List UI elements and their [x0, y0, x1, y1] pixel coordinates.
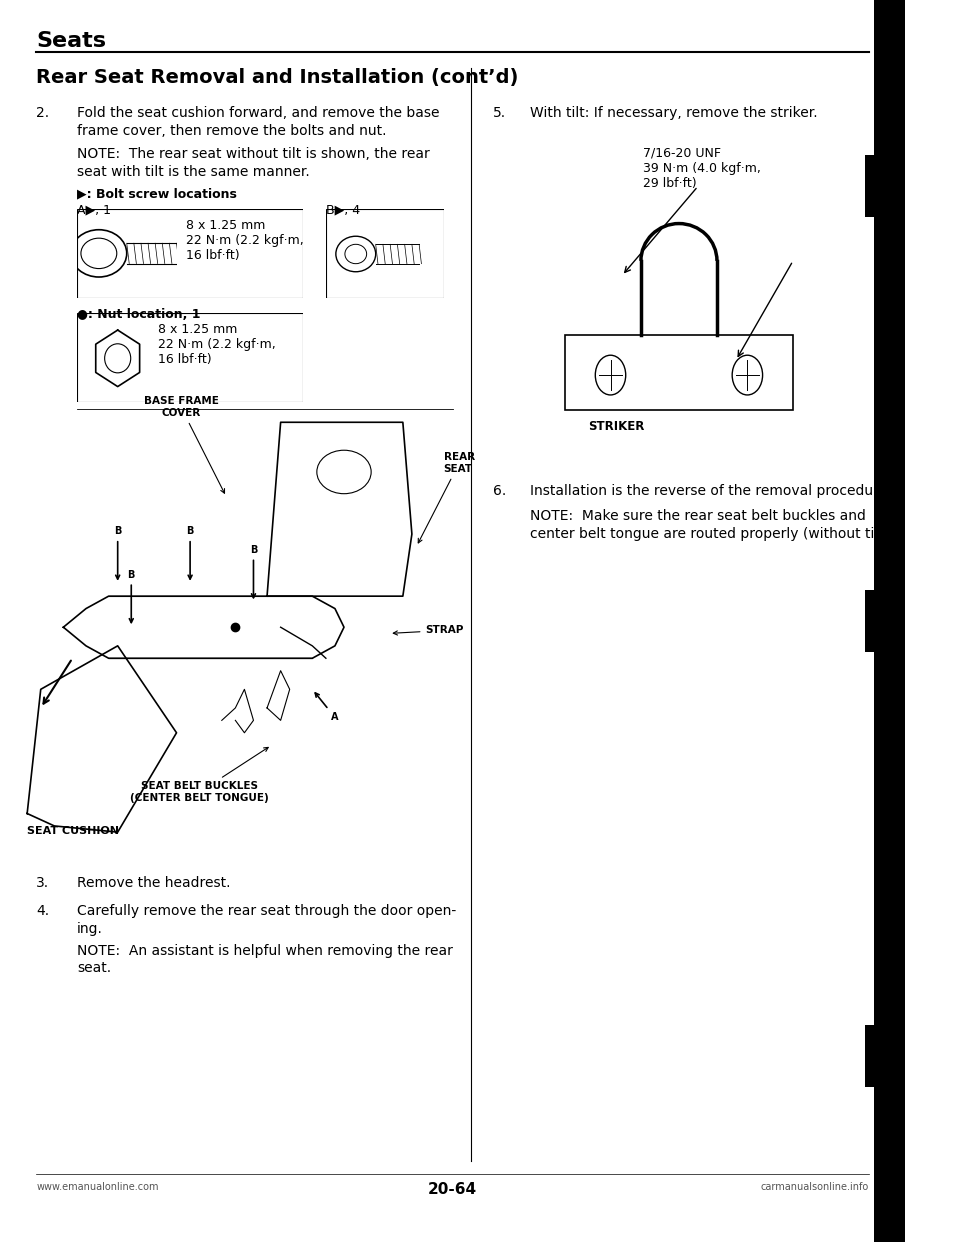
Text: Remove the headrest.: Remove the headrest. — [77, 876, 230, 889]
Text: STRIKER: STRIKER — [588, 420, 645, 432]
Text: Seats: Seats — [36, 31, 107, 51]
Text: Carefully remove the rear seat through the door open-: Carefully remove the rear seat through t… — [77, 904, 456, 918]
Text: STRAP: STRAP — [394, 626, 464, 636]
Text: frame cover, then remove the bolts and nut.: frame cover, then remove the bolts and n… — [77, 124, 387, 138]
Text: carmanualsonline.info: carmanualsonline.info — [760, 1182, 869, 1192]
Bar — [865, 155, 905, 217]
Text: 8 x 1.25 mm
22 N·m (2.2 kgf·m,
16 lbf·ft): 8 x 1.25 mm 22 N·m (2.2 kgf·m, 16 lbf·ft… — [185, 219, 303, 262]
Text: 8 x 1.25 mm
22 N·m (2.2 kgf·m,
16 lbf·ft): 8 x 1.25 mm 22 N·m (2.2 kgf·m, 16 lbf·ft… — [158, 323, 276, 366]
Text: B▶, 4: B▶, 4 — [325, 204, 360, 216]
Text: 2.: 2. — [36, 106, 49, 119]
Text: ▶: Bolt screw locations: ▶: Bolt screw locations — [77, 188, 237, 200]
Text: 6.: 6. — [493, 484, 507, 498]
Text: Rear Seat Removal and Installation (cont’d): Rear Seat Removal and Installation (cont… — [36, 68, 518, 87]
Text: With tilt: If necessary, remove the striker.: With tilt: If necessary, remove the stri… — [530, 106, 817, 119]
Text: Installation is the reverse of the removal procedure.: Installation is the reverse of the remov… — [530, 484, 891, 498]
Text: 4.: 4. — [36, 904, 49, 918]
Text: www.emanualonline.com: www.emanualonline.com — [36, 1182, 158, 1192]
Text: SEAT CUSHION: SEAT CUSHION — [27, 826, 119, 836]
Text: NOTE:  An assistant is helpful when removing the rear: NOTE: An assistant is helpful when remov… — [77, 944, 453, 958]
Text: 7/16-20 UNF
39 N·m (4.0 kgf·m,
29 lbf·ft): 7/16-20 UNF 39 N·m (4.0 kgf·m, 29 lbf·ft… — [643, 147, 760, 190]
Text: 20-64: 20-64 — [428, 1182, 477, 1197]
Text: NOTE:  The rear seat without tilt is shown, the rear: NOTE: The rear seat without tilt is show… — [77, 147, 430, 160]
Text: REAR
SEAT: REAR SEAT — [419, 452, 474, 543]
Text: NOTE:  Make sure the rear seat belt buckles and: NOTE: Make sure the rear seat belt buckl… — [530, 509, 866, 523]
Text: BASE FRAME
COVER: BASE FRAME COVER — [144, 396, 225, 493]
Text: ing.: ing. — [77, 922, 103, 935]
Text: ●: Nut location, 1: ●: Nut location, 1 — [77, 308, 201, 320]
Text: A▶, 1: A▶, 1 — [77, 204, 111, 216]
Text: 5.: 5. — [493, 106, 507, 119]
Text: seat with tilt is the same manner.: seat with tilt is the same manner. — [77, 165, 310, 179]
Bar — [874, 0, 905, 1242]
Text: center belt tongue are routed properly (without tilt).: center belt tongue are routed properly (… — [530, 527, 893, 540]
Text: seat.: seat. — [77, 961, 111, 975]
Text: 3.: 3. — [36, 876, 49, 889]
Bar — [865, 590, 905, 652]
Text: Fold the seat cushion forward, and remove the base: Fold the seat cushion forward, and remov… — [77, 106, 440, 119]
Text: SEAT BELT BUCKLES
(CENTER BELT TONGUE): SEAT BELT BUCKLES (CENTER BELT TONGUE) — [130, 748, 269, 804]
Bar — [865, 1025, 905, 1087]
